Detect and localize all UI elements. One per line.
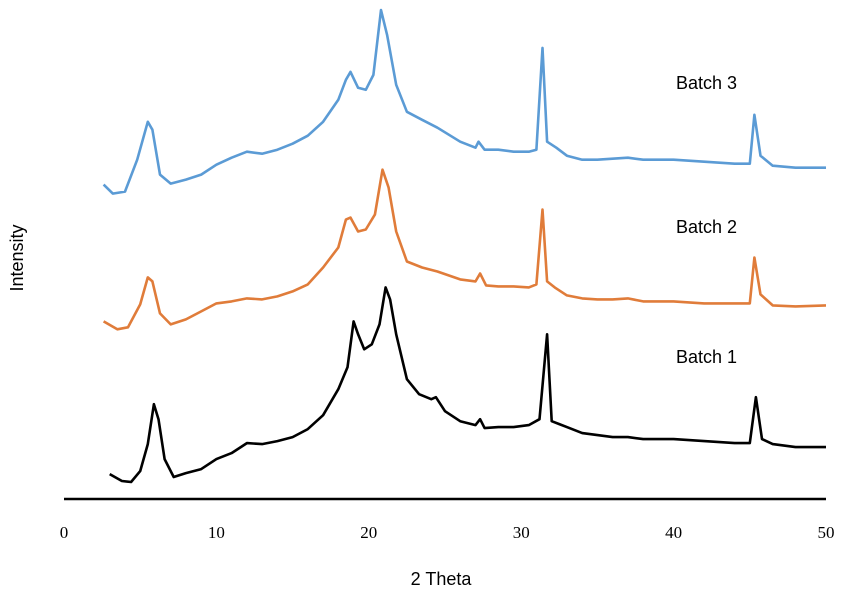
series-label-batch-3: Batch 3: [676, 73, 737, 93]
x-tick-label: 0: [60, 523, 69, 542]
x-tick-label: 30: [513, 523, 530, 542]
series-line-batch-3: [102, 8, 826, 195]
y-axis-label: Intensity: [7, 224, 27, 291]
x-tick-label: 10: [208, 523, 225, 542]
plot-lines: [102, 8, 827, 484]
series-label-batch-2: Batch 2: [676, 217, 737, 237]
x-tick-label: 20: [360, 523, 377, 542]
series-line-batch-1: [109, 286, 826, 484]
x-axis-label: 2 Theta: [411, 569, 473, 589]
x-tick-label: 40: [665, 523, 682, 542]
x-tick-label: 50: [818, 523, 835, 542]
series-labels: Batch 3 Batch 2 Batch 1: [676, 73, 737, 367]
series-label-batch-1: Batch 1: [676, 347, 737, 367]
x-tick-labels: 0 10 20 30 40 50: [60, 523, 835, 542]
series-line-batch-2: [102, 168, 827, 331]
